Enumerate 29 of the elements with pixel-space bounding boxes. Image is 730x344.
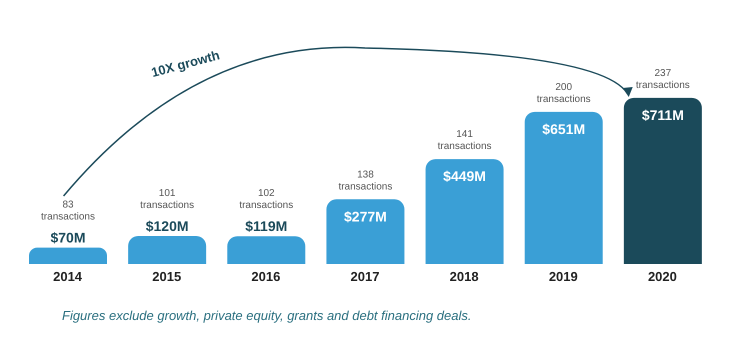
annotation: 237 transactions — [636, 68, 690, 91]
annotation: 138 transactions — [338, 169, 392, 192]
annotation: 83 transactions — [41, 200, 95, 223]
data-label: $70M — [50, 230, 86, 246]
bar — [426, 159, 504, 264]
x-tick-label: 2017 — [350, 269, 380, 284]
data-label: $711M — [642, 106, 684, 123]
annotation: 200 transactions — [536, 82, 591, 105]
annotation: 102 transactions — [239, 188, 294, 212]
annotation: 141 transactions — [438, 129, 492, 152]
bar — [128, 236, 206, 264]
data-label: $120M — [146, 218, 189, 234]
bar — [227, 236, 306, 264]
data-label: $119M — [245, 218, 288, 234]
bar — [29, 248, 107, 264]
data-label: $449M — [443, 168, 486, 184]
annotation: 101 transactions — [140, 188, 194, 211]
x-tick-label: 2019 — [548, 269, 578, 284]
x-tick-label: 2016 — [251, 269, 280, 284]
x-tick-label: 2018 — [450, 269, 479, 284]
bar — [524, 112, 603, 264]
x-tick-label: 2020 — [648, 269, 677, 284]
data-label: $277M — [344, 208, 387, 224]
x-tick-label: 2014 — [53, 269, 83, 284]
text: 10X growth — [150, 47, 222, 80]
bar — [326, 199, 404, 264]
x-tick-label: 2015 — [152, 269, 182, 284]
data-label: $651M — [542, 120, 586, 137]
text: Figures exclude growth, private equity, grants and debt financing deals. — [62, 308, 472, 323]
